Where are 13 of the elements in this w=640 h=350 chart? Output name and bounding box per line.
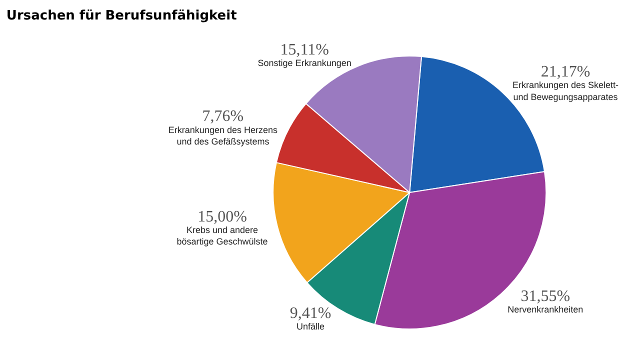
data-label: 21,17% [540, 63, 590, 80]
data-label: 9,41% [290, 304, 332, 322]
slice-label: Krebs und andere bösartige Geschwülste [176, 224, 268, 247]
slice-label: Erkrankungen des Herzens und des Gefäßsystems [168, 124, 278, 147]
data-label: 15,00% [198, 208, 247, 226]
slice-label: Sonstige Erkrankungen [258, 58, 352, 68]
data-label: 7,76% [202, 108, 244, 126]
data-label: 15,11% [280, 41, 329, 58]
chart-title: Ursachen für Berufsunfähigkeit [6, 8, 237, 24]
slice-label: Nervenkrankheiten [508, 304, 584, 315]
slice-label: Erkrankungen des Skelett- und Bewegungsapparates [512, 80, 619, 102]
data-label: 31,55% [520, 288, 570, 305]
slice-label: Unfälle [296, 322, 324, 332]
